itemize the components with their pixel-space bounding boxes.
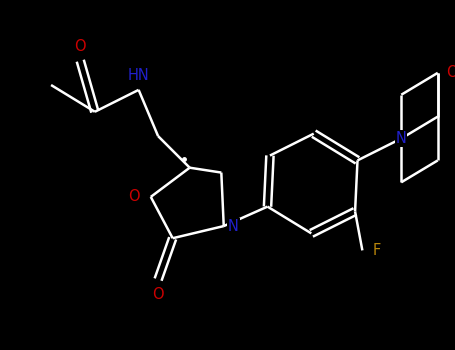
Text: O: O	[152, 287, 164, 302]
Text: HN: HN	[128, 68, 150, 83]
Text: O: O	[128, 189, 140, 204]
Text: N: N	[228, 218, 239, 233]
Text: O: O	[446, 65, 455, 80]
Text: O: O	[75, 38, 86, 54]
Text: F: F	[373, 243, 381, 258]
Text: N: N	[396, 131, 407, 146]
